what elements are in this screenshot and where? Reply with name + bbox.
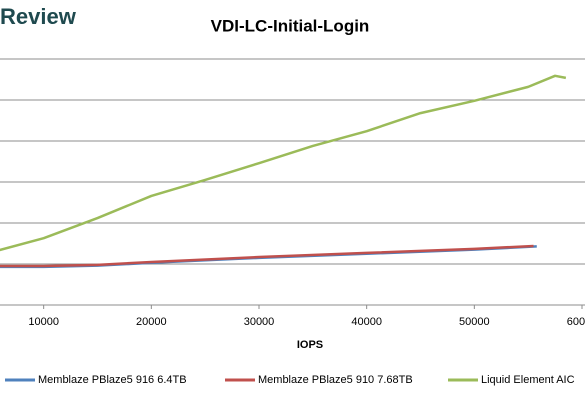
- x-tick-label: 50000: [459, 316, 490, 328]
- legend-label: Memblaze PBlaze5 910 7.68TB: [258, 374, 413, 386]
- series-line: [0, 74, 567, 252]
- series-line: [0, 244, 534, 268]
- x-axis-label: IOPS: [297, 339, 323, 351]
- x-tick-label: 20000: [136, 316, 167, 328]
- brand: Review: [0, 4, 77, 29]
- legend-label: Memblaze PBlaze5 916 6.4TB: [38, 374, 187, 386]
- x-tick-label: 40000: [351, 316, 382, 328]
- chart-title: VDI-LC-Initial-Login: [211, 16, 370, 35]
- x-tick-label: 30000: [244, 316, 275, 328]
- x-tick-label: 60000: [567, 316, 585, 328]
- x-tick-label: 10000: [28, 316, 59, 328]
- legend-label: Liquid Element AIC: [481, 374, 575, 386]
